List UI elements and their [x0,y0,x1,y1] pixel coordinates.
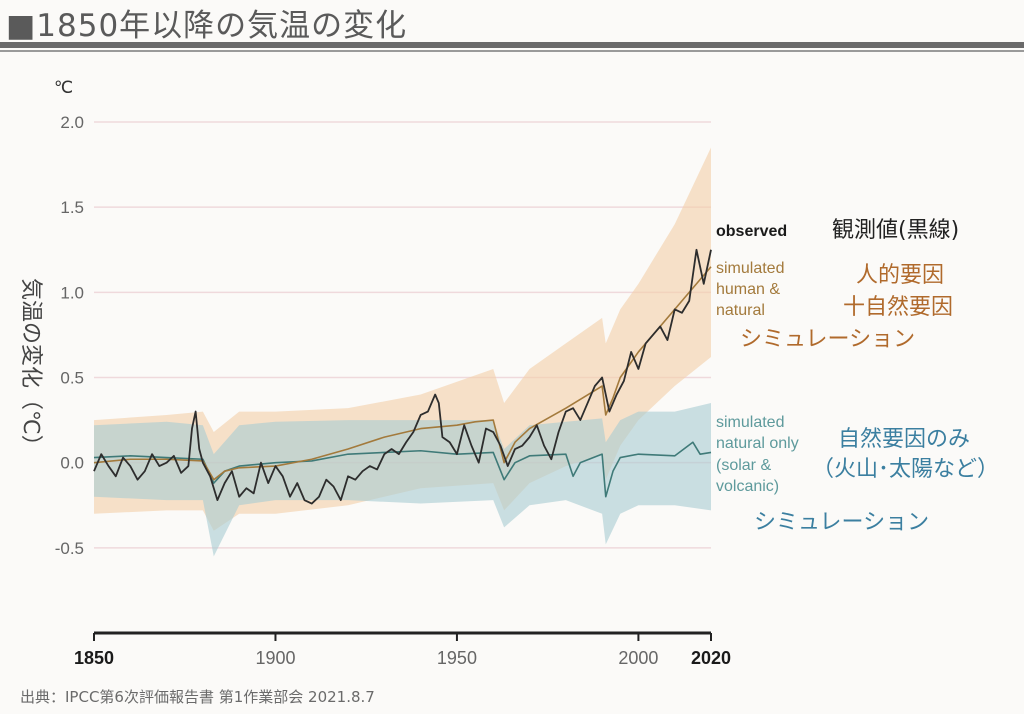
y-tick-label: 2.0 [60,113,84,132]
human-natural-line [93,266,712,481]
legend-human-en-1: simulated [716,260,785,277]
y-tick-label: -0.5 [55,539,84,558]
x-tick-label: 1850 [74,648,114,668]
observed-line [93,248,712,505]
x-tick-label: 2000 [618,648,658,668]
y-tick-label: 0.0 [60,454,84,473]
y-axis-ticks: 2.0 1.5 1.0 0.5 0.0 -0.5 [55,113,84,558]
legend-natural-jp-2: （火山･太陽など） [812,457,1000,482]
simulation-bands [94,147,711,557]
y-unit-label: ℃ [54,78,73,97]
legend-human-en-3: natural [716,302,765,319]
legend-natural-jp-1: 自然要因のみ [838,427,971,452]
natural-only-line [93,441,712,498]
legend-human-jp-2: 十自然要因 [843,295,954,320]
y-axis-label: 気温の変化（℃） [18,278,43,457]
legend-observed-jp: 観測値(黒線) [832,218,960,243]
x-tick-label: 1900 [255,648,295,668]
legend-natural-en-2: natural only [716,435,799,452]
legend-human-jp-1: 人的要因 [856,263,945,288]
x-tick-label: 1950 [437,648,477,668]
series-lines [93,248,712,505]
header-divider-thin [0,50,1024,52]
legend-natural-jp-3: シミュレーション [754,510,930,535]
y-tick-label: 1.0 [60,283,84,302]
x-tick-label: 2020 [691,648,731,668]
legend-observed-en: observed [716,223,788,240]
legend-natural-en-1: simulated [716,414,785,431]
x-axis-ticks: 1850 1900 1950 2000 2020 [74,633,731,668]
page-title: ■1850年以降の気温の変化 [6,8,408,44]
natural-only-range-band [94,403,711,557]
y-tick-label: 1.5 [60,198,84,217]
source-citation: 出典：IPCC第6次評価報告書 第1作業部会 2021.8.7 [20,688,375,706]
legend-human-en-2: human & [716,281,781,298]
legend-natural-en-3: (solar & [716,457,772,474]
header-divider [0,42,1024,48]
y-tick-label: 0.5 [60,369,84,388]
legend-natural-en-4: volcanic) [716,478,780,495]
legend-human-jp-3: シミュレーション [740,327,916,352]
